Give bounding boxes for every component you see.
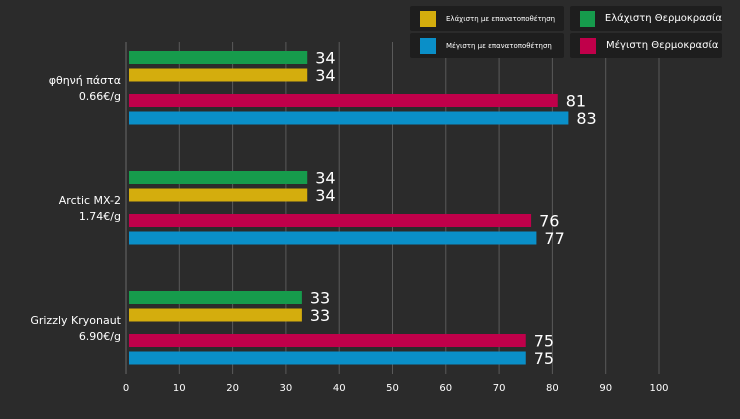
x-tick-label: 20 (226, 383, 239, 394)
y-category-label: Arctic MX-2 (59, 194, 121, 207)
bar (129, 188, 308, 202)
legend-item-min-reseat: Ελάχιστη με επανατοποθέτηση (410, 6, 564, 31)
data-label: 34 (315, 66, 335, 85)
x-tick-label: 100 (649, 383, 668, 394)
data-label: 33 (310, 306, 330, 325)
x-tick-label: 0 (123, 383, 129, 394)
bar (129, 214, 532, 227)
data-label: 81 (566, 92, 586, 111)
x-tick-label: 60 (439, 383, 452, 394)
x-tick-label: 10 (173, 383, 186, 394)
data-label: 34 (315, 186, 335, 205)
bar (129, 68, 308, 82)
x-tick-label: 90 (599, 383, 612, 394)
data-label: 77 (544, 229, 564, 248)
legend-swatch (420, 10, 436, 27)
data-label: 75 (534, 349, 554, 368)
bar (129, 308, 302, 322)
bar (129, 171, 308, 184)
x-tick-label: 30 (280, 383, 293, 394)
legend-item-max-reseat: Μέγιστη με επανατοποθέτηση (410, 33, 564, 58)
bar (129, 51, 308, 64)
legend-item-max-temp: Μέγιστη Θερμοκρασία (570, 33, 722, 58)
legend-swatch (580, 37, 596, 54)
x-tick-label: 40 (333, 383, 346, 394)
bar (129, 111, 569, 125)
x-tick-label: 80 (546, 383, 559, 394)
legend-label: Μέγιστη Θερμοκρασία (606, 40, 719, 51)
legend-label: Μέγιστη με επανατοποθέτηση (446, 41, 552, 50)
bar (129, 231, 537, 245)
legend-label: Ελάχιστη Θερμοκρασία (604, 13, 722, 24)
bar (129, 351, 526, 365)
y-category-label: Grizzly Kryonaut (30, 314, 121, 327)
data-label: 34 (315, 49, 335, 68)
data-label: 76 (539, 212, 559, 231)
y-category-price: 0.66€/g (79, 90, 121, 103)
data-label: 75 (534, 332, 554, 351)
bar (129, 291, 302, 304)
y-category-label: φθηνή πάστα (49, 74, 121, 87)
legend-swatch (580, 10, 595, 27)
data-label: 83 (576, 109, 596, 128)
y-category-price: 1.74€/g (79, 210, 121, 223)
bar (129, 94, 558, 107)
legend-item-min-temp: Ελάχιστη Θερμοκρασία (570, 6, 722, 31)
data-label: 33 (310, 289, 330, 308)
y-category-price: 6.90€/g (79, 330, 121, 343)
legend-swatch (420, 37, 436, 54)
bar (129, 334, 526, 347)
data-label: 34 (315, 169, 335, 188)
legend-label: Ελάχιστη με επανατοποθέτηση (446, 14, 556, 23)
x-tick-label: 50 (386, 383, 399, 394)
x-tick-label: 70 (493, 383, 506, 394)
